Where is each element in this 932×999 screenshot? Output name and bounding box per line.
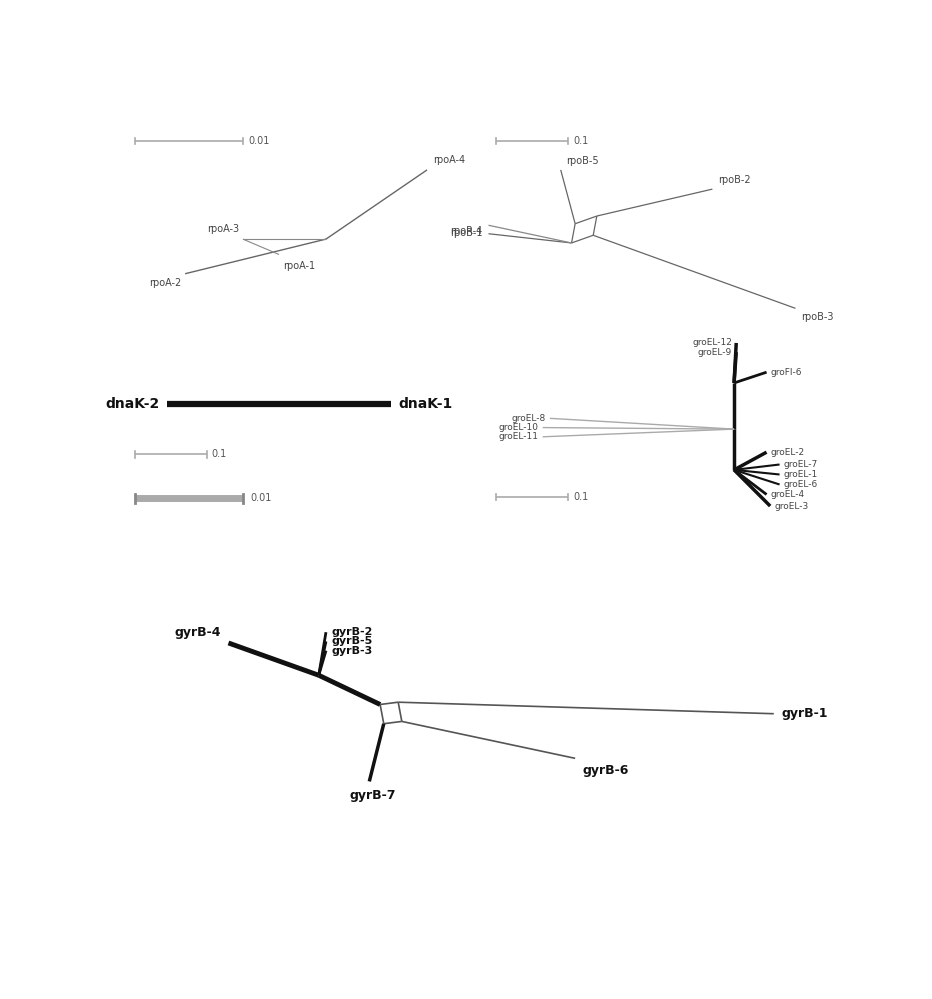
Text: groEL-2: groEL-2 <box>771 448 805 457</box>
Text: rpoA-2: rpoA-2 <box>149 278 182 288</box>
Text: groEL-10: groEL-10 <box>499 423 539 433</box>
Text: 0.1: 0.1 <box>573 137 588 147</box>
Text: groEL-4: groEL-4 <box>771 490 805 499</box>
Text: rpoR-4: rpoR-4 <box>450 226 483 236</box>
Text: gyrB-1: gyrB-1 <box>781 707 828 720</box>
Text: gyrB-4: gyrB-4 <box>174 626 221 639</box>
Text: rpoA-4: rpoA-4 <box>432 155 465 165</box>
Text: 0.01: 0.01 <box>248 137 269 147</box>
Text: gyrB-2: gyrB-2 <box>332 627 373 637</box>
Text: 0.1: 0.1 <box>212 450 227 460</box>
Text: rpoB-2: rpoB-2 <box>719 175 751 185</box>
Text: rpoA-1: rpoA-1 <box>282 261 315 271</box>
Text: 0.01: 0.01 <box>250 494 271 503</box>
Text: rpoB-3: rpoB-3 <box>802 312 834 323</box>
Text: gyrB-5: gyrB-5 <box>332 636 373 646</box>
Text: dnaK-1: dnaK-1 <box>398 398 452 412</box>
Text: groEL-7: groEL-7 <box>784 460 818 469</box>
Text: dnaK-2: dnaK-2 <box>105 398 160 412</box>
Text: rpoB-5: rpoB-5 <box>567 156 599 166</box>
Text: gyrB-7: gyrB-7 <box>350 789 396 802</box>
Text: groEL-8: groEL-8 <box>512 414 545 423</box>
Text: groEL-9: groEL-9 <box>698 348 732 357</box>
Text: gyrB-3: gyrB-3 <box>332 645 373 655</box>
Text: groEL-3: groEL-3 <box>774 501 809 510</box>
Text: groEL-6: groEL-6 <box>784 480 818 489</box>
Text: groEL-11: groEL-11 <box>499 433 539 442</box>
Text: gyrB-6: gyrB-6 <box>582 764 629 777</box>
Text: rpoA-3: rpoA-3 <box>207 225 240 235</box>
Text: groFl-6: groFl-6 <box>771 368 802 377</box>
Text: groEL-1: groEL-1 <box>784 470 818 479</box>
Text: 0.1: 0.1 <box>573 492 588 501</box>
Text: rpoB-1: rpoB-1 <box>450 228 483 238</box>
Text: groEL-12: groEL-12 <box>692 339 732 348</box>
